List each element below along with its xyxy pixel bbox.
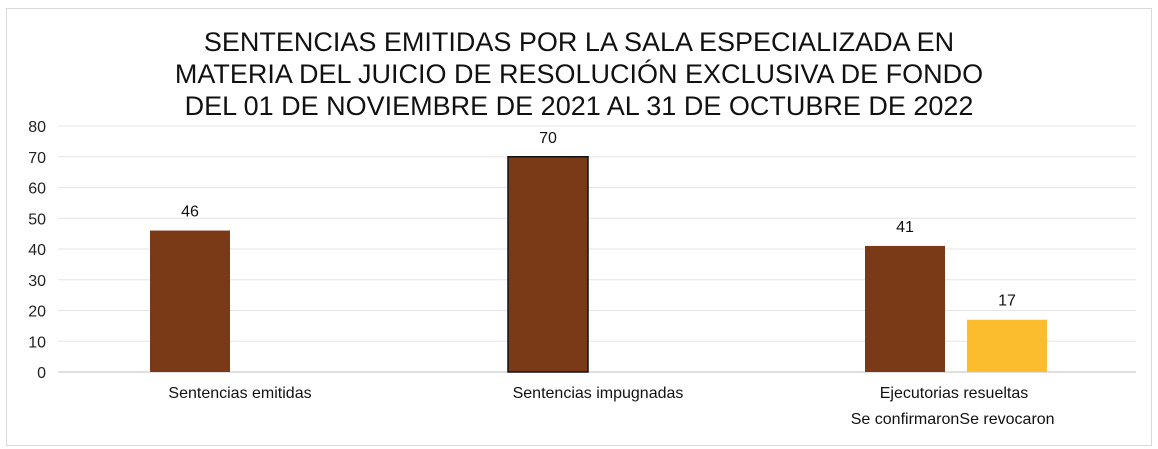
y-tick-label: 20 bbox=[28, 304, 46, 321]
chart-title: SENTENCIAS EMITIDAS POR LA SALA ESPECIAL… bbox=[6, 26, 1152, 122]
chart-title-line-3: DEL 01 DE NOVIEMBRE DE 2021 AL 31 DE OCT… bbox=[184, 91, 974, 121]
data-label: 70 bbox=[539, 130, 557, 147]
x-category-label: Sentencias impugnadas bbox=[513, 385, 684, 402]
y-tick-label: 0 bbox=[37, 365, 46, 382]
bar-sub-label: Se revocaron bbox=[959, 411, 1054, 428]
y-tick-label: 60 bbox=[28, 181, 46, 198]
data-label: 46 bbox=[181, 204, 199, 221]
chart-title-line-2: MATERIA DEL JUICIO DE RESOLUCIÓN EXCLUSI… bbox=[174, 59, 984, 89]
chart-title-line-1: SENTENCIAS EMITIDAS POR LA SALA ESPECIAL… bbox=[203, 27, 955, 57]
y-tick-label: 10 bbox=[28, 334, 46, 351]
chart-frame bbox=[6, 8, 1152, 446]
y-tick-label: 70 bbox=[28, 150, 46, 167]
y-tick-label: 50 bbox=[28, 211, 46, 228]
bar-sub-label: Se confirmaron bbox=[851, 411, 960, 428]
x-category-label: Sentencias emitidas bbox=[168, 385, 311, 402]
y-tick-label: 80 bbox=[28, 119, 46, 136]
y-tick-label: 30 bbox=[28, 273, 46, 290]
bar bbox=[507, 156, 589, 373]
bar bbox=[967, 319, 1047, 372]
bar bbox=[150, 230, 230, 372]
bar bbox=[865, 245, 945, 372]
data-label: 41 bbox=[896, 219, 914, 236]
data-label: 17 bbox=[998, 293, 1016, 310]
x-category-label: Ejecutorias resueltas bbox=[880, 385, 1029, 402]
y-tick-label: 40 bbox=[28, 242, 46, 259]
